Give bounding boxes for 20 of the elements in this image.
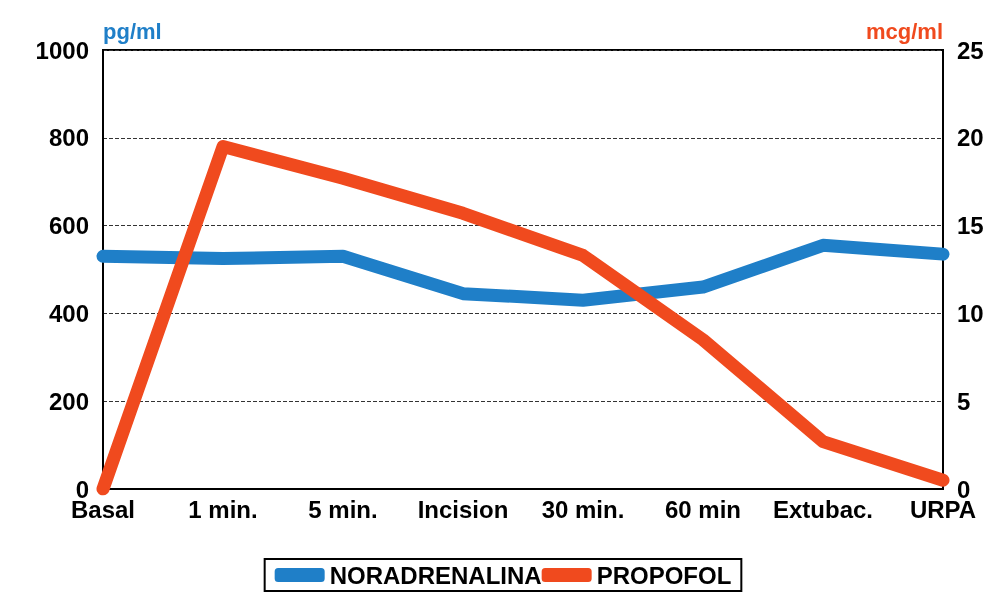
x-tick-label: 1 min. [188, 495, 258, 523]
y2-tick-label: 15 [957, 212, 984, 240]
x-tick-label: 60 min [664, 495, 742, 523]
y2-tick-label: 25 [957, 36, 984, 64]
y-tick-label: 400 [48, 299, 89, 327]
y2-tick-label: 10 [957, 299, 984, 327]
x-tick-label: Extubac. [772, 495, 874, 523]
y2-tick-label: 20 [957, 124, 984, 152]
y2-tick-label: 5 [957, 387, 971, 415]
legend-label: PROPOFOL [596, 561, 732, 589]
y-axis-title: pg/ml [103, 18, 162, 44]
x-tick-label: Incision [417, 495, 509, 523]
x-tick-label: 30 min. [541, 495, 625, 523]
y-tick-label: 600 [48, 212, 89, 240]
y2-axis-title: mcg/ml [865, 18, 943, 44]
y-tick-label: 1000 [35, 36, 89, 64]
y-tick-label: 200 [48, 387, 89, 415]
x-tick-label: 5 min. [308, 495, 378, 523]
legend-label: NORADRENALINA [329, 561, 542, 589]
y-tick-label: 800 [48, 124, 89, 152]
